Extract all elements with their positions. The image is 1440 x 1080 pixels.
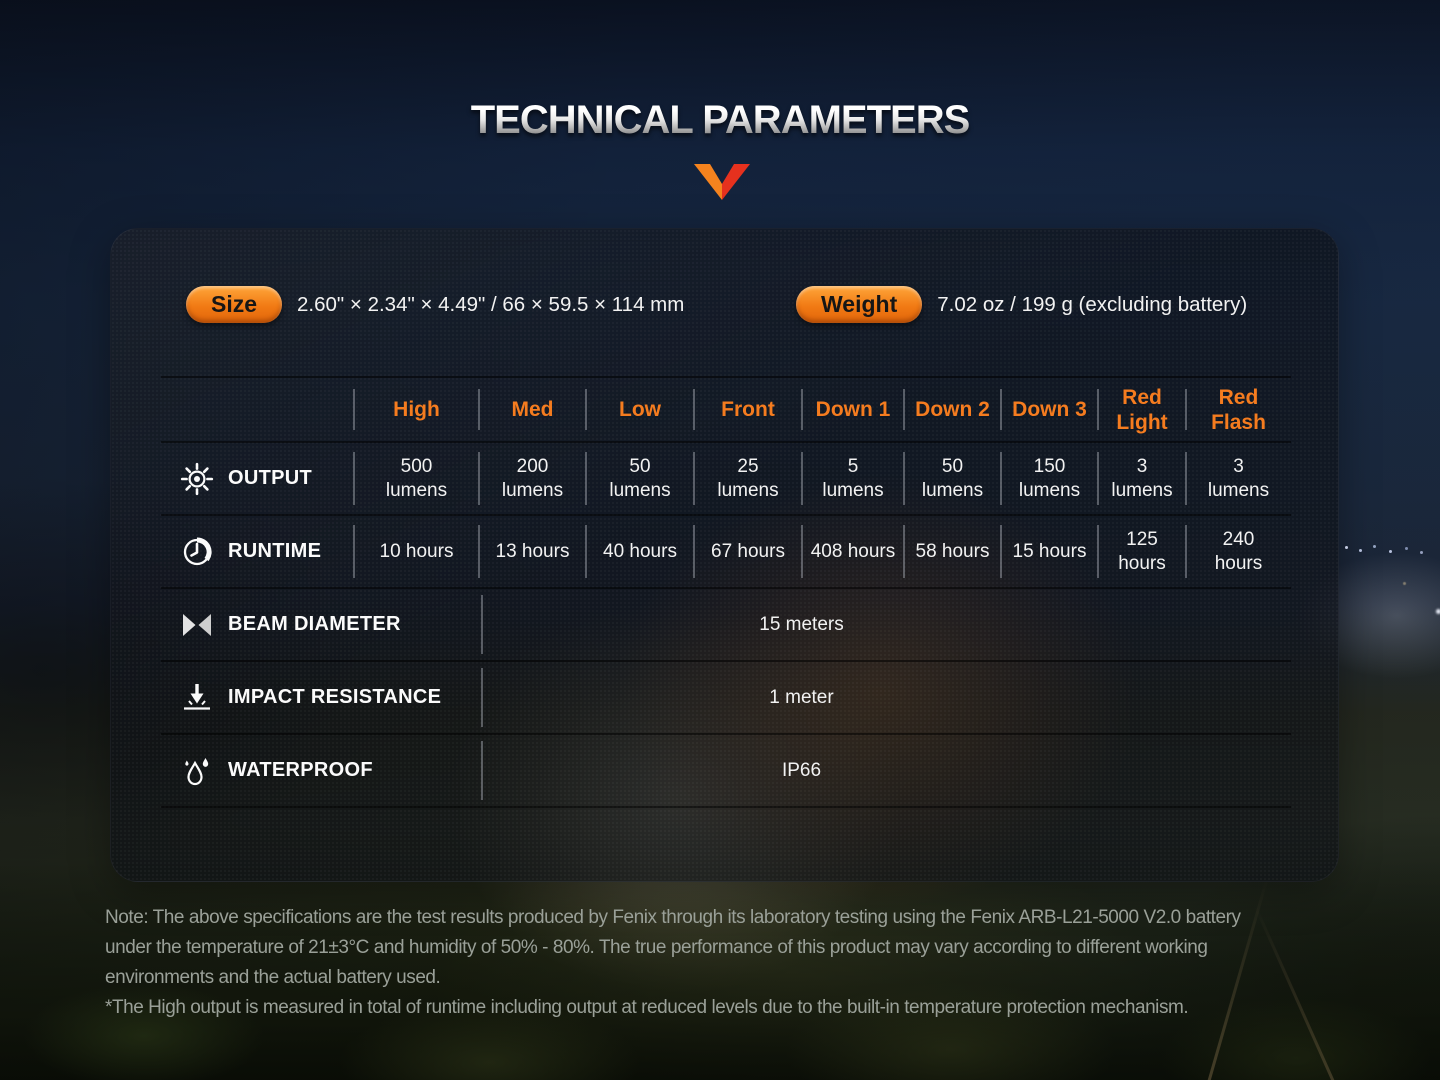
size-spec: Size 2.60" × 2.34" × 4.49" / 66 × 59.5 ×…	[186, 286, 684, 323]
header-empty-cell	[161, 378, 354, 441]
clock-icon	[179, 535, 215, 569]
output-low: 50 lumens	[585, 443, 694, 514]
runtime-med: 13 hours	[478, 516, 586, 587]
column-header-red-light: Red Light	[1097, 378, 1186, 441]
chevron-down-icon	[694, 164, 750, 200]
output-red-flash: 3 lumens	[1185, 443, 1291, 514]
weight-value: 7.02 oz / 199 g (excluding battery)	[937, 292, 1248, 316]
distant-lights	[1345, 546, 1348, 549]
impact-label-cell: IMPACT RESISTANCE	[161, 662, 482, 733]
impact-icon	[179, 681, 215, 715]
column-header-high: High	[353, 378, 479, 441]
beam-label-cell: BEAM DIAMETER	[161, 589, 482, 660]
output-front: 25 lumens	[693, 443, 802, 514]
waterproof-row: WATERPROOF IP66	[161, 733, 1291, 806]
output-down1: 5 lumens	[801, 443, 904, 514]
spec-panel: Size 2.60" × 2.34" × 4.49" / 66 × 59.5 ×…	[110, 228, 1339, 882]
output-down2: 50 lumens	[903, 443, 1001, 514]
note-line: *The High output is measured in total of…	[105, 997, 1189, 1018]
parameters-table: High Med Low Front Down 1 Down 2 Down 3 …	[161, 376, 1291, 808]
beam-value: 15 meters	[481, 589, 1291, 660]
page-title: TECHNICAL PARAMETERS	[0, 98, 1440, 143]
size-badge: Size	[186, 286, 283, 323]
droplet-icon	[179, 754, 215, 788]
note-line: under the temperature of 21±3°C and humi…	[105, 937, 1208, 958]
runtime-red-flash: 240 hours	[1185, 516, 1291, 587]
weight-badge: Weight	[796, 286, 923, 323]
column-header-down2: Down 2	[903, 378, 1001, 441]
column-header-down3: Down 3	[1000, 378, 1098, 441]
output-label: OUTPUT	[228, 467, 313, 489]
impact-value: 1 meter	[481, 662, 1291, 733]
column-header-red-flash: Red Flash	[1185, 378, 1291, 441]
waterproof-label: WATERPROOF	[228, 759, 373, 781]
output-red-light: 3 lumens	[1097, 443, 1186, 514]
runtime-red-light: 125 hours	[1097, 516, 1186, 587]
weight-spec: Weight 7.02 oz / 199 g (excluding batter…	[796, 286, 1247, 323]
output-down3: 150 lumens	[1000, 443, 1098, 514]
waterproof-value: IP66	[481, 735, 1291, 806]
footnotes: Note: The above specifications are the t…	[105, 903, 1241, 1023]
output-med: 200 lumens	[478, 443, 586, 514]
output-row: OUTPUT 500 lumens 200 lumens 50 lumens 2…	[161, 441, 1291, 514]
runtime-down3: 15 hours	[1000, 516, 1098, 587]
size-value: 2.60" × 2.34" × 4.49" / 66 × 59.5 × 114 …	[297, 292, 685, 316]
runtime-label: RUNTIME	[228, 540, 322, 562]
table-header-row: High Med Low Front Down 1 Down 2 Down 3 …	[161, 376, 1291, 441]
runtime-down1: 408 hours	[801, 516, 904, 587]
note-line: environments and the actual battery used…	[105, 967, 441, 988]
impact-resistance-row: IMPACT RESISTANCE 1 meter	[161, 660, 1291, 733]
runtime-label-cell: RUNTIME	[161, 516, 354, 587]
runtime-low: 40 hours	[585, 516, 694, 587]
beam-icon	[179, 612, 215, 638]
column-header-med: Med	[478, 378, 586, 441]
runtime-down2: 58 hours	[903, 516, 1001, 587]
beam-label: BEAM DIAMETER	[228, 613, 401, 635]
note-line: Note: The above specifications are the t…	[105, 907, 1241, 928]
waterproof-label-cell: WATERPROOF	[161, 735, 482, 806]
output-label-cell: OUTPUT	[161, 443, 354, 514]
runtime-row: RUNTIME 10 hours 13 hours 40 hours 67 ho…	[161, 514, 1291, 587]
column-header-down1: Down 1	[801, 378, 904, 441]
column-header-front: Front	[693, 378, 802, 441]
column-header-low: Low	[585, 378, 694, 441]
beam-diameter-row: BEAM DIAMETER 15 meters	[161, 587, 1291, 660]
runtime-high: 10 hours	[353, 516, 479, 587]
sun-icon	[179, 462, 215, 496]
output-high: 500 lumens	[353, 443, 479, 514]
impact-label: IMPACT RESISTANCE	[228, 686, 442, 708]
grass-foreground	[0, 860, 1440, 1080]
runtime-front: 67 hours	[693, 516, 802, 587]
